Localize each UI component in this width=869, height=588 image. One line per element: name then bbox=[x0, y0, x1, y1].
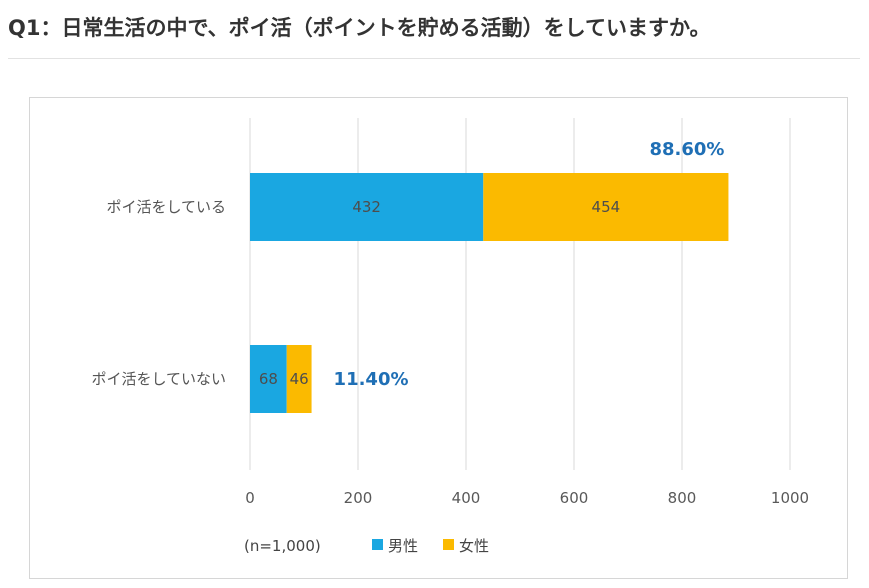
x-tick-label: 600 bbox=[560, 489, 589, 507]
x-tick-label: 200 bbox=[344, 489, 373, 507]
title-divider bbox=[8, 58, 860, 59]
x-tick-label: 1000 bbox=[771, 489, 809, 507]
x-tick-label: 400 bbox=[452, 489, 481, 507]
question-title: Q1：日常生活の中で、ポイ活（ポイントを貯める活動）をしていますか。 bbox=[8, 16, 711, 40]
legend-label: 男性 bbox=[388, 537, 418, 555]
legend-label: 女性 bbox=[459, 537, 489, 555]
bar-segment bbox=[483, 173, 729, 241]
sample-size-note: (n=1,000) bbox=[244, 537, 321, 555]
bar-segment bbox=[250, 173, 484, 241]
total-percentage-label: 11.40% bbox=[334, 369, 409, 390]
category-label: ポイ活をしている bbox=[106, 198, 226, 216]
bar-segment bbox=[250, 345, 287, 413]
segment-value-label: 68 bbox=[259, 370, 278, 388]
segment-value-label: 46 bbox=[290, 370, 309, 388]
bar-segment bbox=[286, 345, 312, 413]
segment-value-label: 432 bbox=[352, 198, 381, 216]
legend-swatch bbox=[372, 539, 383, 550]
category-label: ポイ活をしていない bbox=[91, 370, 226, 388]
legend-swatch bbox=[443, 539, 454, 550]
x-tick-label: 0 bbox=[245, 489, 255, 507]
x-tick-label: 800 bbox=[668, 489, 697, 507]
segment-value-label: 454 bbox=[592, 198, 621, 216]
total-percentage-label: 88.60% bbox=[649, 139, 724, 160]
chart-frame: 0 200 400 600 800 1000 ポイ活をしているポイ活をしていない 432 454… bbox=[29, 97, 848, 579]
